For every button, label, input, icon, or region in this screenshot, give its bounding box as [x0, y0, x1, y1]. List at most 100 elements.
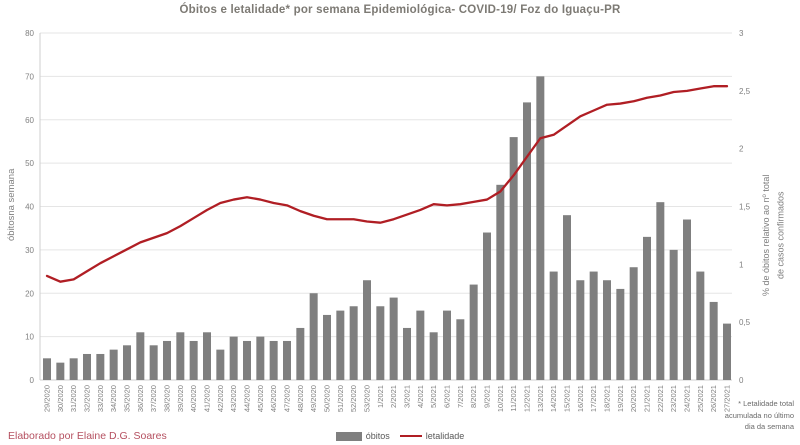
x-tick-label: 22/2021 — [656, 385, 665, 412]
bar-34/2020[interactable] — [109, 349, 118, 380]
left-tick-label: 80 — [25, 29, 34, 38]
bar-52/2020[interactable] — [349, 306, 358, 380]
right-tick-label: 0 — [739, 376, 744, 385]
bar-12/2021[interactable] — [523, 102, 531, 381]
legend-obitos-label: óbitos — [365, 431, 390, 441]
letalidade-line[interactable] — [45, 85, 729, 283]
x-tick-label: 47/2020 — [283, 385, 292, 412]
x-tick-label: 10/2021 — [496, 385, 505, 412]
bar-46/2020[interactable] — [269, 340, 278, 380]
bar-24/2021[interactable] — [683, 219, 691, 380]
x-tick-label: 44/2020 — [243, 385, 252, 412]
bar-29/2020[interactable] — [43, 358, 51, 380]
x-tick-label: 53/2020 — [363, 385, 372, 412]
bar-20/2021[interactable] — [629, 267, 638, 380]
right-tick-label: 2,5 — [739, 87, 751, 96]
bar-30/2020[interactable] — [56, 362, 65, 380]
left-tick-label: 50 — [25, 159, 34, 168]
bar-32/2020[interactable] — [83, 353, 91, 380]
bar-27/2021[interactable] — [723, 323, 731, 380]
bar-13/2021[interactable] — [536, 76, 545, 380]
bar-23/2021[interactable] — [669, 249, 678, 380]
legend-letalidade-label: letalidade — [425, 431, 465, 441]
x-tick-label: 52/2020 — [349, 385, 358, 412]
x-tick-label: 11/2021 — [509, 385, 518, 412]
bar-40/2020[interactable] — [189, 340, 198, 380]
x-tick-label: 41/2020 — [203, 385, 212, 412]
bar-15/2021[interactable] — [563, 215, 571, 380]
legend-item-obitos: óbitos — [335, 431, 390, 441]
bar-3/2021[interactable] — [403, 327, 411, 380]
x-tick-label: 36/2020 — [136, 385, 145, 412]
bar-25/2021[interactable] — [696, 271, 705, 380]
bar-10/2021[interactable] — [496, 184, 505, 380]
x-tick-label: 13/2021 — [536, 385, 545, 412]
left-tick-label: 20 — [25, 289, 34, 298]
bar-37/2020[interactable] — [149, 345, 158, 380]
right-tick-label: 1,5 — [739, 203, 751, 212]
bar-4/2021[interactable] — [416, 310, 425, 380]
x-tick-label: 2/2021 — [389, 385, 398, 408]
bar-26/2021[interactable] — [709, 301, 718, 380]
bar-11/2021[interactable] — [509, 137, 518, 380]
bar-42/2020[interactable] — [216, 349, 225, 380]
bar-21/2021[interactable] — [643, 236, 651, 380]
bar-2/2021[interactable] — [389, 297, 398, 380]
bar-35/2020[interactable] — [123, 345, 131, 380]
x-tick-label: 42/2020 — [216, 385, 225, 412]
bar-38/2020[interactable] — [163, 340, 171, 380]
x-tick-label: 38/2020 — [163, 385, 172, 412]
bar-36/2020[interactable] — [136, 332, 145, 380]
bar-45/2020[interactable] — [256, 336, 265, 380]
x-tick-label: 5/2021 — [429, 385, 438, 408]
x-tick-label: 27/2021 — [723, 385, 732, 412]
bar-19/2021[interactable] — [616, 288, 625, 380]
bar-6/2021[interactable] — [443, 310, 451, 380]
bar-8/2021[interactable] — [469, 284, 478, 380]
bar-39/2020[interactable] — [176, 332, 185, 380]
bar-17/2021[interactable] — [589, 271, 598, 380]
bar-22/2021[interactable] — [656, 202, 665, 380]
x-tick-label: 24/2021 — [683, 385, 692, 412]
legend-item-letalidade: letalidade — [399, 431, 465, 441]
x-tick-label: 46/2020 — [269, 385, 278, 412]
author-credit: Elaborado por Elaine D.G. Soares — [8, 430, 167, 442]
x-tick-label: 19/2021 — [616, 385, 625, 412]
bar-31/2020[interactable] — [69, 358, 78, 380]
x-tick-label: 50/2020 — [323, 385, 332, 412]
x-tick-label: 31/2020 — [69, 385, 78, 412]
bar-5/2021[interactable] — [429, 332, 438, 380]
bar-7/2021[interactable] — [456, 319, 465, 380]
bar-16/2021[interactable] — [576, 280, 585, 380]
bar-1/2021[interactable] — [376, 306, 385, 380]
x-tick-label: 20/2021 — [629, 385, 638, 412]
bar-9/2021[interactable] — [483, 232, 491, 380]
bar-48/2020[interactable] — [296, 327, 305, 380]
bar-18/2021[interactable] — [603, 280, 611, 380]
bar-33/2020[interactable] — [96, 353, 105, 380]
left-tick-label: 40 — [25, 203, 34, 212]
bar-53/2020[interactable] — [363, 280, 371, 380]
x-tick-label: 29/2020 — [43, 385, 52, 412]
left-tick-label: 60 — [25, 116, 34, 125]
x-tick-label: 25/2021 — [696, 385, 705, 412]
bar-49/2020[interactable] — [309, 293, 318, 380]
bar-50/2020[interactable] — [323, 314, 331, 380]
letalidade-swatch-icon — [399, 434, 422, 438]
lethality-footnote: * Letalidade total acumulada no último d… — [724, 399, 794, 432]
bar-41/2020[interactable] — [203, 332, 211, 380]
bar-47/2020[interactable] — [283, 340, 291, 380]
bar-43/2020[interactable] — [229, 336, 238, 380]
bar-44/2020[interactable] — [243, 340, 251, 380]
bar-51/2020[interactable] — [336, 310, 345, 380]
left-tick-label: 10 — [25, 333, 34, 342]
x-tick-label: 34/2020 — [109, 385, 118, 412]
x-tick-label: 21/2021 — [643, 385, 652, 412]
bar-14/2021[interactable] — [549, 271, 558, 380]
right-tick-label: 3 — [739, 29, 744, 38]
right-tick-label: 2 — [739, 145, 744, 154]
left-tick-label: 70 — [25, 72, 34, 81]
x-tick-label: 17/2021 — [589, 385, 598, 412]
x-tick-label: 45/2020 — [256, 385, 265, 412]
